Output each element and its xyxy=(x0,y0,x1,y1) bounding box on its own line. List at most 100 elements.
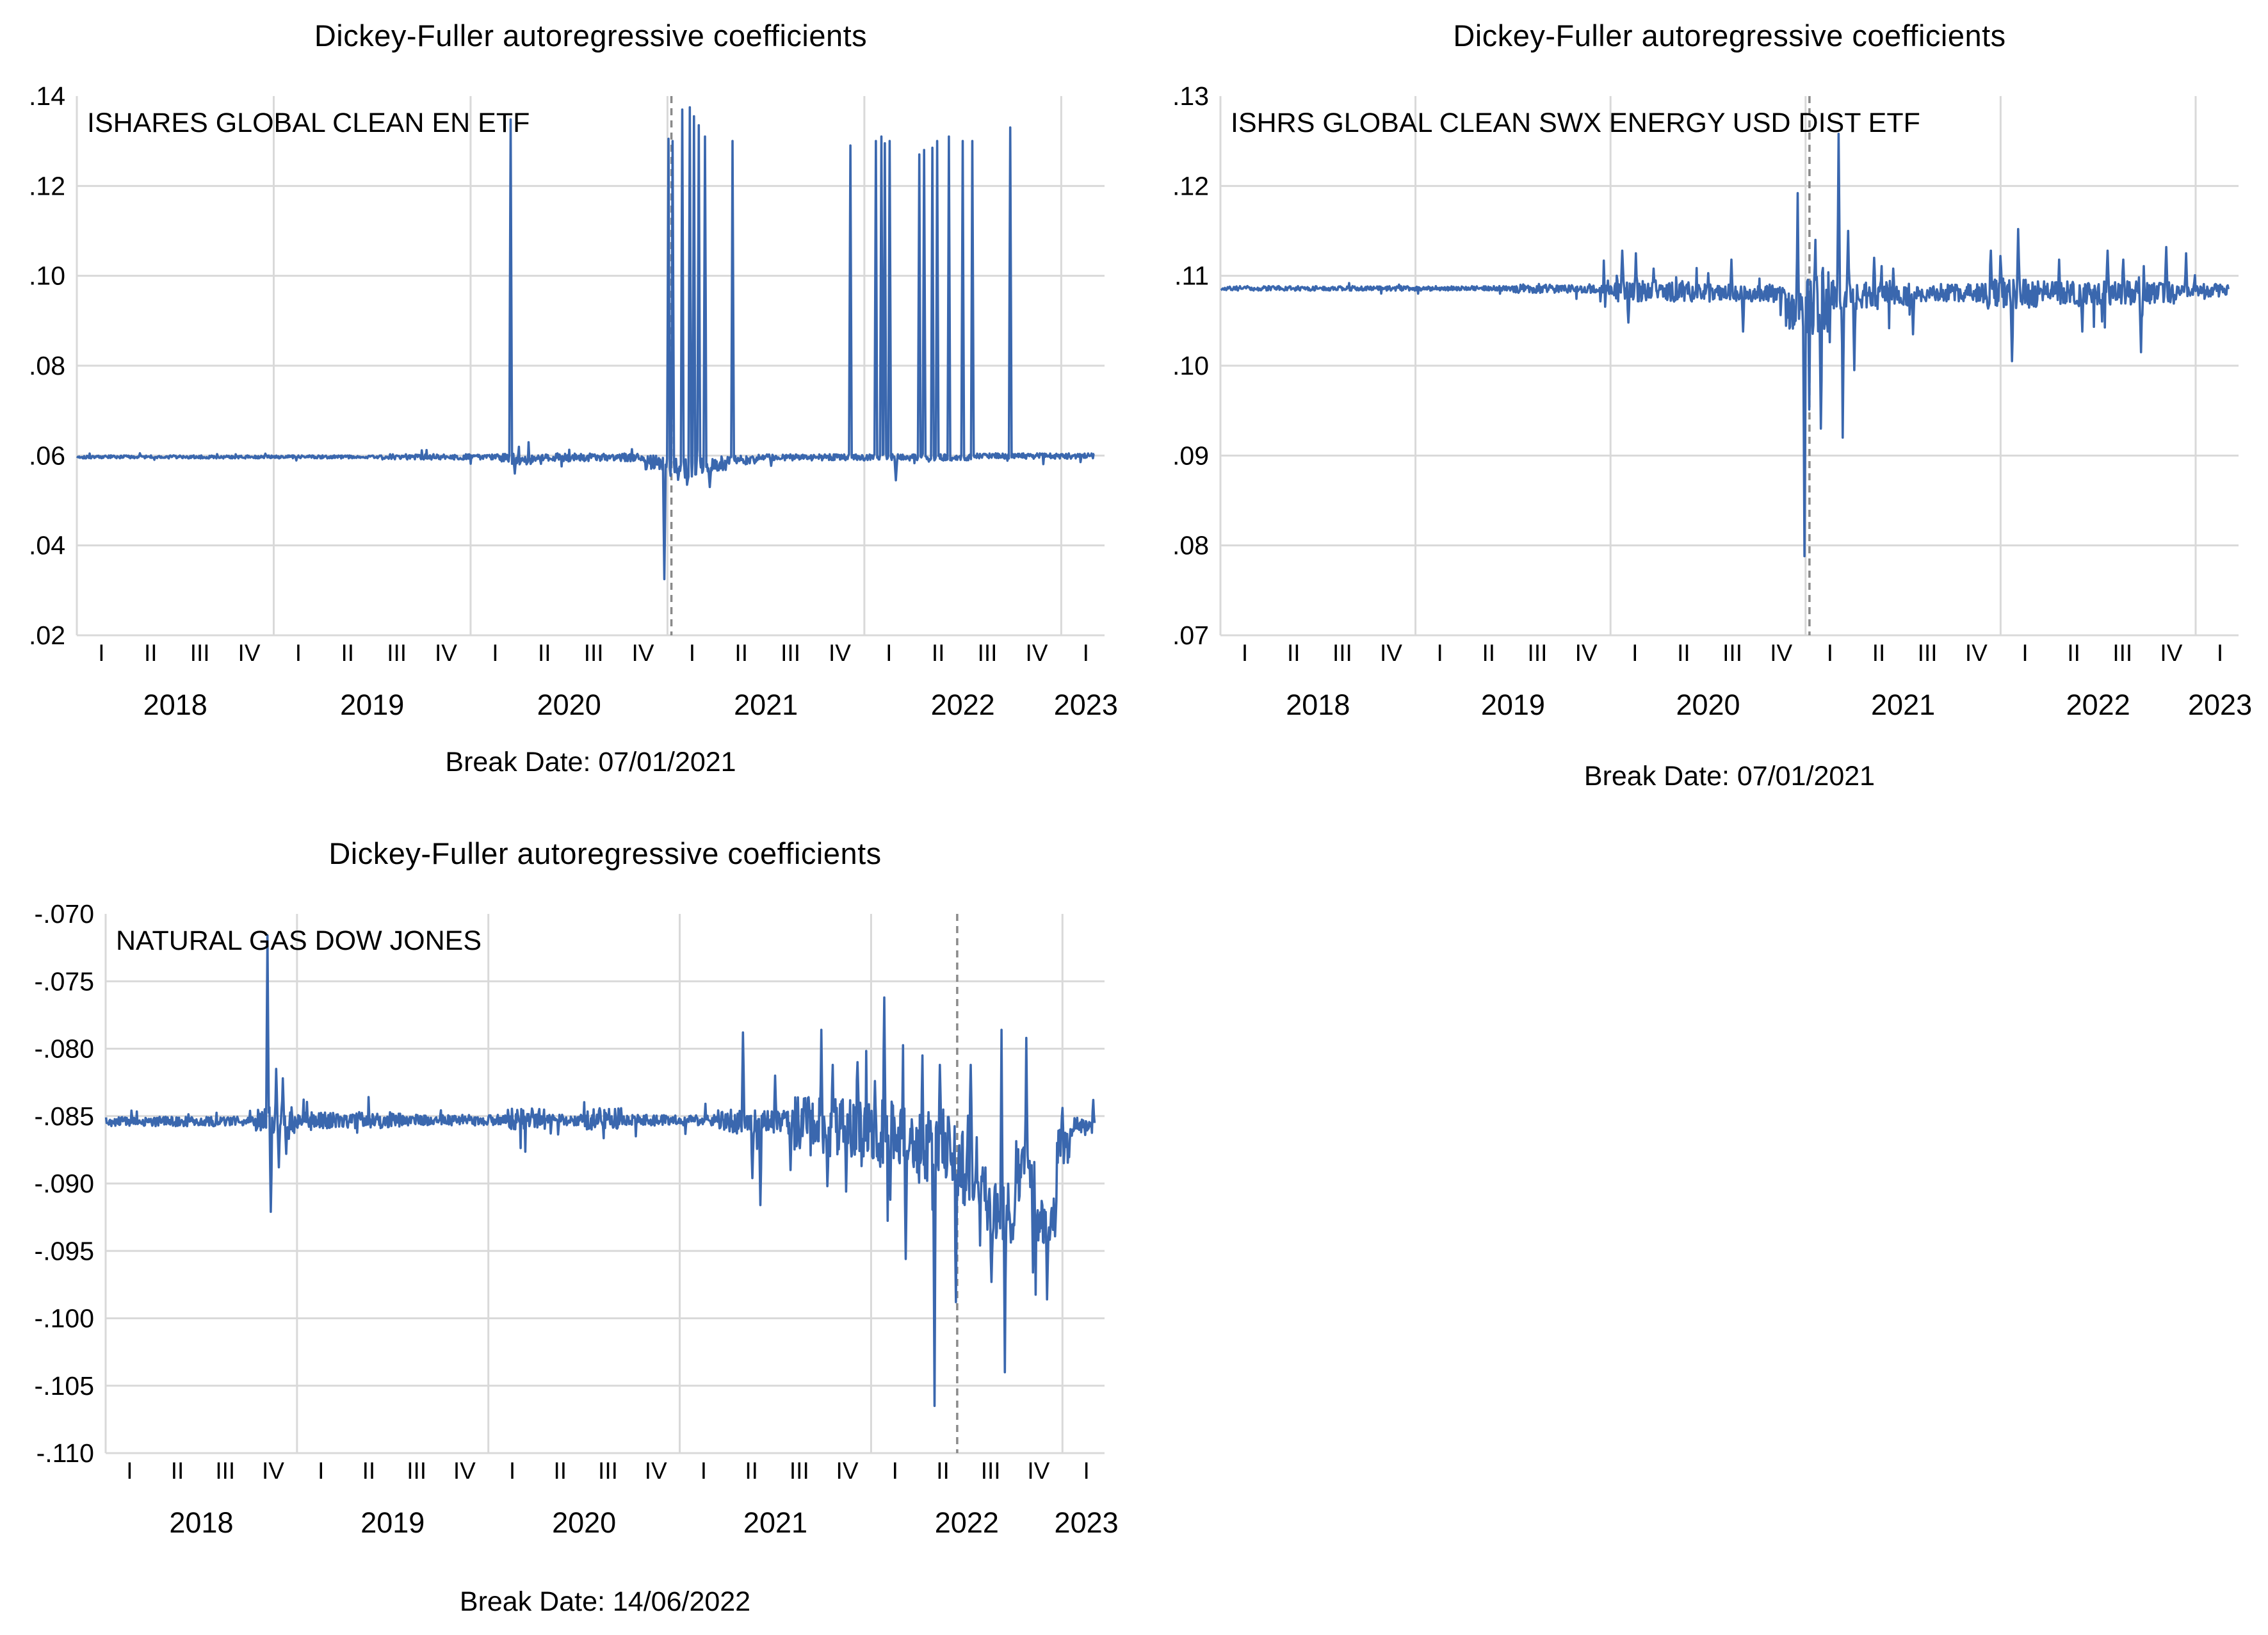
x-axis-quarter-label: IV xyxy=(829,640,851,666)
x-axis-quarter-label: IV xyxy=(262,1458,284,1484)
chart-title: Dickey-Fuller autoregressive coefficient… xyxy=(314,19,868,53)
series-label: NATURAL GAS DOW JONES xyxy=(116,925,482,956)
y-axis-tick-label: .08 xyxy=(1172,531,1209,560)
x-axis-quarter-label: III xyxy=(215,1458,235,1484)
y-axis-tick-label: .08 xyxy=(29,351,65,380)
x-axis-year-label: 2020 xyxy=(537,688,601,721)
chart-canvas: .13.12.11.10.09.08.07I II III IV I II III IV I II… xyxy=(1172,81,2252,721)
x-axis-quarter-label: II xyxy=(1677,640,1690,666)
y-axis-tick-label: .13 xyxy=(1172,81,1209,111)
y-axis-tick-label: .06 xyxy=(29,441,65,470)
x-axis-quarter-label: IV xyxy=(1965,640,1988,666)
x-axis-year-label: 2021 xyxy=(1871,688,1935,721)
x-axis-year-label: 2022 xyxy=(935,1506,999,1539)
x-axis-quarter-label: I xyxy=(2021,640,2028,666)
y-axis-tick-label: -.110 xyxy=(36,1438,94,1468)
x-axis-quarter-label: II xyxy=(362,1458,376,1484)
x-axis-quarter-label: III xyxy=(407,1458,426,1484)
chart-panel-clean-energy-etf: .14.12.10.08.06.04.02 I II III IV I II III IV I II… xyxy=(0,0,1134,817)
chart-panel-natural-gas-dow-jones: -.070 -.075 -.080 -.085 -.090 -.095 -.100 -.105… xyxy=(0,818,1134,1635)
x-axis-quarter-label: II xyxy=(1482,640,1496,666)
x-axis-quarter-label: III xyxy=(981,1458,1001,1484)
x-axis-year-label: 2022 xyxy=(931,688,995,721)
x-axis-year-label: 2023 xyxy=(1054,688,1118,721)
x-axis-quarter-label: II xyxy=(538,640,551,666)
x-axis-year-label: 2019 xyxy=(340,688,404,721)
x-axis-quarter-label: III xyxy=(584,640,604,666)
coefficient-series-line xyxy=(104,934,1096,1408)
x-axis-quarter-label: IV xyxy=(238,640,261,666)
y-axis-tick-label: -.070 xyxy=(35,899,94,929)
x-axis-quarter-label: IV xyxy=(2160,640,2182,666)
y-axis-tick-label: -.100 xyxy=(35,1304,94,1333)
x-axis-quarter-label: III xyxy=(1918,640,1938,666)
x-axis-quarter-label: I xyxy=(492,640,498,666)
x-axis-quarter-label: IV xyxy=(453,1458,476,1484)
x-axis-quarter-label: IV xyxy=(435,640,457,666)
x-axis-year-label: 2023 xyxy=(1055,1506,1119,1539)
chart-title: Dickey-Fuller autoregressive coefficient… xyxy=(1453,19,2006,53)
x-axis-quarter-label: II xyxy=(932,640,945,666)
x-axis-year-label: 2022 xyxy=(2066,688,2130,721)
x-axis-year-label: 2020 xyxy=(1676,688,1740,721)
y-axis-tick-label: -.090 xyxy=(35,1169,94,1198)
x-axis-quarter-label: I xyxy=(1632,640,1638,666)
x-axis-quarter-label: II xyxy=(745,1458,758,1484)
x-axis-quarter-label: III xyxy=(781,640,800,666)
y-axis-tick-label: .10 xyxy=(29,261,65,291)
y-axis-tick-label: -.095 xyxy=(35,1236,94,1265)
y-axis-tick-label: .07 xyxy=(1172,621,1209,650)
chart-title: Dickey-Fuller autoregressive coefficient… xyxy=(328,836,882,870)
x-axis-quarter-label: I xyxy=(1827,640,1833,666)
x-axis-quarter-label: II xyxy=(553,1458,567,1484)
y-axis-tick-label: .02 xyxy=(29,621,65,650)
chart-panel-clean-energy-swx-etf: .13.12.11.10.09.08.07 I II III IV I II III IV I II… xyxy=(1134,0,2268,817)
x-axis-quarter-label: I xyxy=(701,1458,707,1484)
x-axis-year-label: 2023 xyxy=(2188,688,2252,721)
x-axis-quarter-label: II xyxy=(1287,640,1300,666)
y-axis-tick-label: -.075 xyxy=(35,966,94,996)
x-axis-quarter-label: IV xyxy=(836,1458,859,1484)
x-axis-quarter-label: IV xyxy=(1027,1458,1049,1484)
y-axis-tick-label: .11 xyxy=(1174,261,1209,291)
series-label: ISHARES GLOBAL CLEAN EN ETF xyxy=(87,108,530,138)
x-axis-year-label: 2018 xyxy=(143,688,207,721)
x-axis-quarter-label: II xyxy=(171,1458,184,1484)
x-axis-quarter-label: IV xyxy=(1380,640,1402,666)
x-axis-quarter-label: IV xyxy=(645,1458,667,1484)
x-axis-quarter-label: I xyxy=(126,1458,133,1484)
x-axis-quarter-label: III xyxy=(1528,640,1548,666)
x-axis-quarter-label: III xyxy=(790,1458,809,1484)
y-axis-tick-label: .14 xyxy=(29,81,65,111)
coefficient-series-line xyxy=(76,106,1095,581)
x-axis-year-label: 2018 xyxy=(169,1506,233,1539)
x-axis-quarter-label: I xyxy=(295,640,302,666)
y-axis-tick-label: .12 xyxy=(29,171,65,200)
x-axis-quarter-label: II xyxy=(2067,640,2080,666)
x-axis-quarter-label: I xyxy=(892,1458,898,1484)
x-axis-quarter-label: I xyxy=(1083,1458,1089,1484)
x-axis-quarter-label: I xyxy=(886,640,892,666)
x-axis-year-label: 2021 xyxy=(743,1506,807,1539)
x-axis-quarter-label: I xyxy=(1083,640,1089,666)
x-axis-quarter-label: IV xyxy=(1575,640,1598,666)
x-axis-quarter-label: II xyxy=(734,640,748,666)
x-axis-year-label: 2021 xyxy=(734,688,798,721)
x-axis-quarter-label: III xyxy=(387,640,407,666)
x-axis-quarter-label: III xyxy=(1722,640,1742,666)
y-axis-tick-label: .10 xyxy=(1172,351,1209,380)
x-axis-year-label: 2020 xyxy=(552,1506,616,1539)
coefficient-series-line xyxy=(1220,133,2230,558)
chart-canvas: .14.12.10.08.06.04.02I II III IV I II III IV I II… xyxy=(29,81,1118,721)
x-axis-year-label: 2019 xyxy=(360,1506,425,1539)
y-axis-tick-label: .12 xyxy=(1172,171,1209,200)
x-axis-quarter-label: II xyxy=(144,640,158,666)
x-axis-quarter-label: IV xyxy=(631,640,654,666)
x-axis-quarter-label: II xyxy=(341,640,354,666)
y-axis-tick-label: -.105 xyxy=(35,1371,94,1401)
y-axis-tick-label: -.080 xyxy=(35,1034,94,1064)
x-axis-quarter-label: I xyxy=(2217,640,2223,666)
y-axis-tick-label: .09 xyxy=(1172,441,1209,470)
break-date-caption: Break Date: 14/06/2022 xyxy=(459,1586,751,1617)
